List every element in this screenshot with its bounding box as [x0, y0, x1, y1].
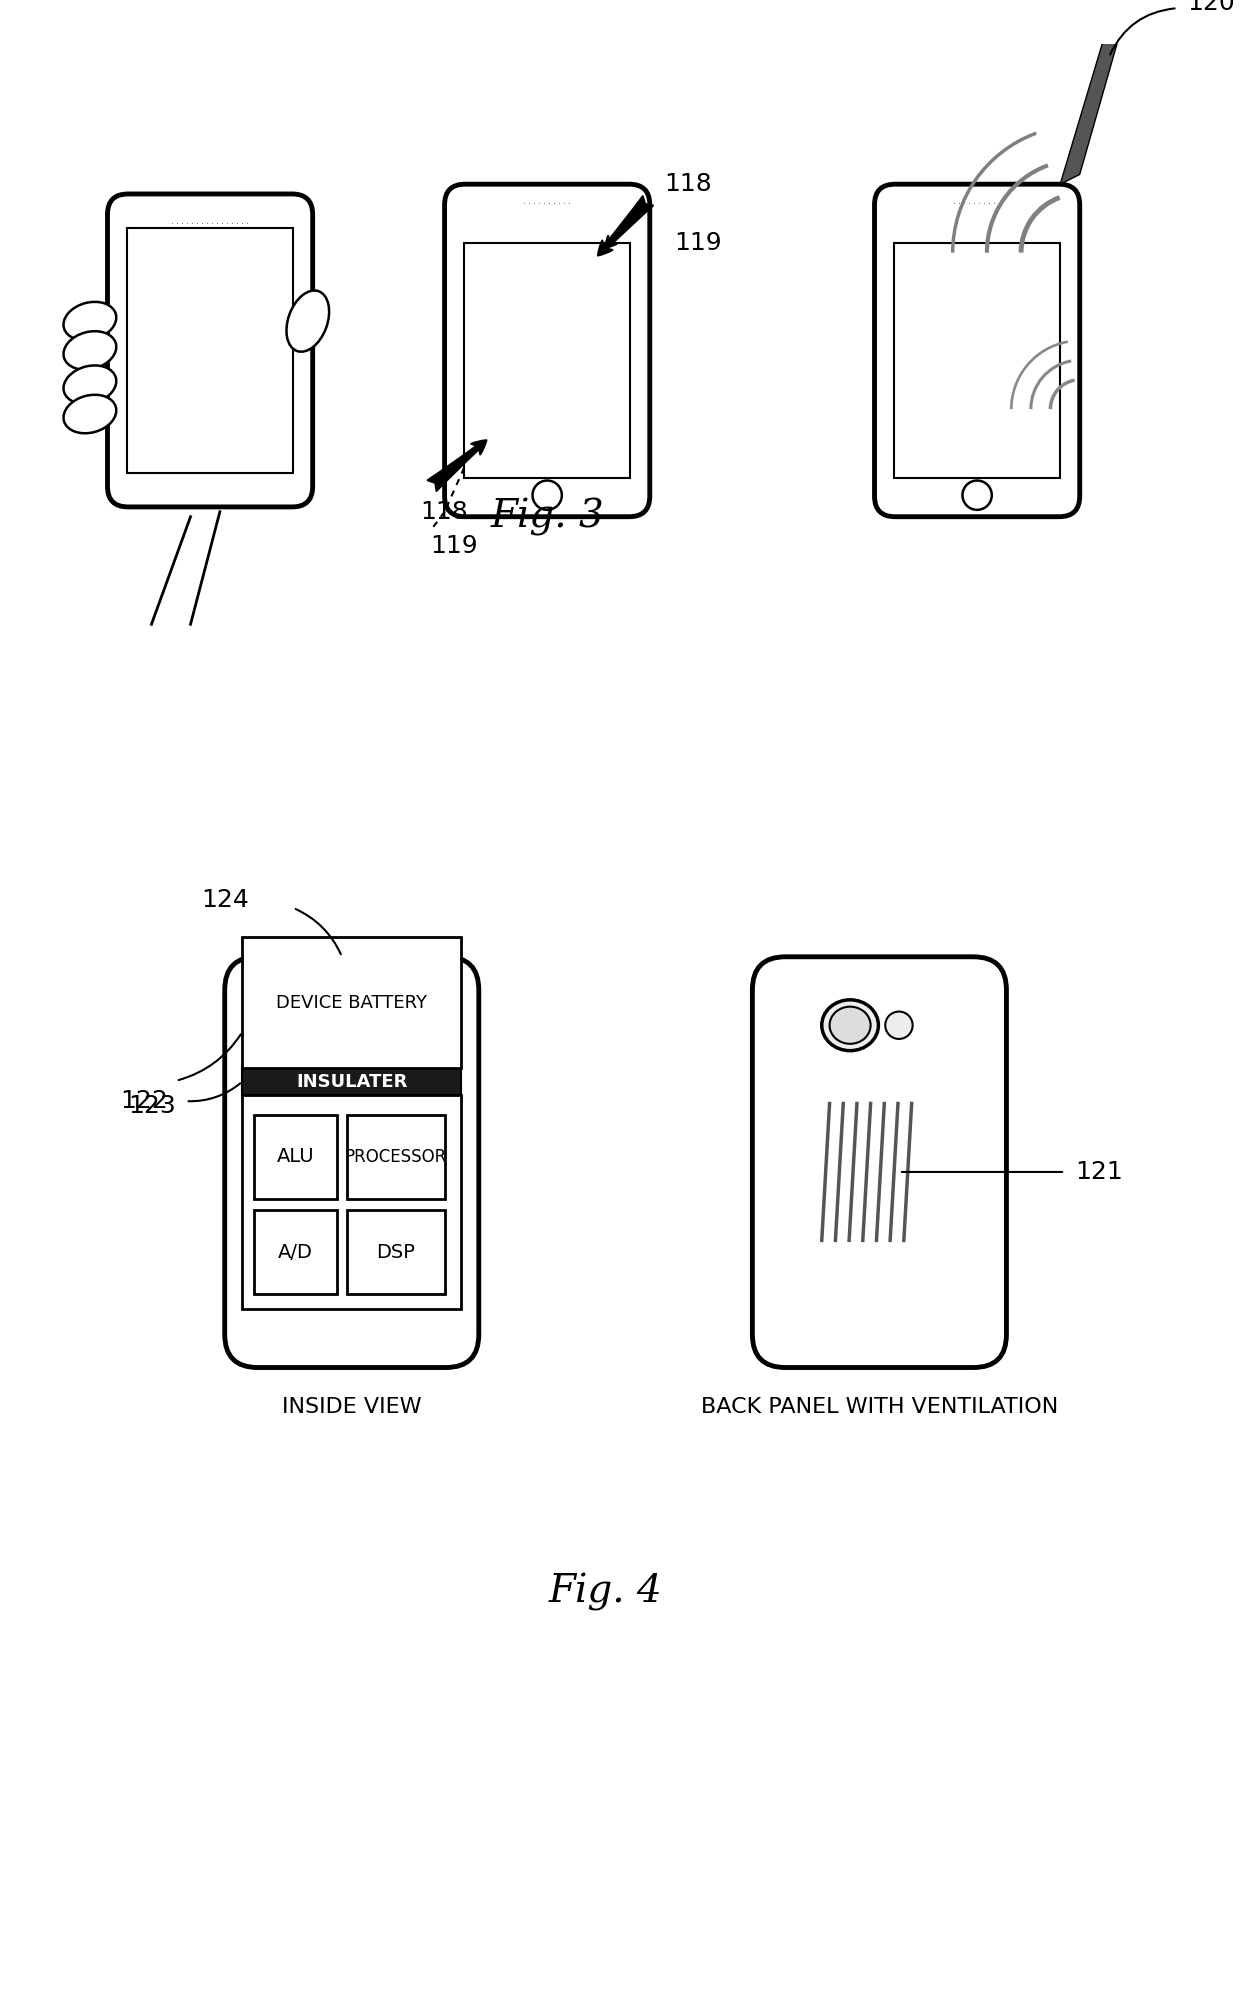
Text: ..........: .......... [952, 197, 1002, 205]
Ellipse shape [822, 1000, 878, 1051]
Bar [347, 1115, 445, 1200]
Bar [242, 1067, 461, 1095]
Circle shape [962, 481, 992, 509]
Text: Fig. 4: Fig. 4 [549, 1574, 662, 1612]
Bar [464, 244, 630, 477]
Bar [126, 227, 293, 473]
FancyBboxPatch shape [874, 185, 1080, 517]
Text: 122: 122 [120, 1089, 169, 1113]
Ellipse shape [63, 302, 117, 340]
FancyBboxPatch shape [753, 956, 1007, 1367]
Bar [242, 938, 461, 1067]
Ellipse shape [830, 1006, 870, 1045]
Bar [347, 1210, 445, 1294]
FancyBboxPatch shape [445, 185, 650, 517]
Bar [242, 1095, 461, 1308]
Text: ................: ................ [170, 217, 250, 225]
Text: 118: 118 [420, 499, 467, 523]
Text: A/D: A/D [278, 1242, 312, 1262]
Text: BACK PANEL WITH VENTILATION: BACK PANEL WITH VENTILATION [701, 1397, 1058, 1417]
Bar [894, 244, 1060, 477]
Ellipse shape [63, 332, 117, 370]
Ellipse shape [63, 395, 117, 433]
Text: 118: 118 [665, 173, 712, 195]
Circle shape [885, 1013, 913, 1039]
Text: DEVICE BATTERY: DEVICE BATTERY [277, 994, 428, 1013]
Bar [254, 1115, 337, 1200]
Ellipse shape [286, 290, 329, 352]
Text: PROCESSOR: PROCESSOR [345, 1147, 446, 1166]
FancyBboxPatch shape [224, 956, 479, 1367]
Text: INSULATER: INSULATER [296, 1073, 408, 1091]
Ellipse shape [63, 366, 117, 405]
Text: INSIDE VIEW: INSIDE VIEW [281, 1397, 422, 1417]
Text: 121: 121 [1075, 1159, 1122, 1184]
FancyBboxPatch shape [108, 193, 312, 507]
Polygon shape [1060, 0, 1138, 185]
Bar [254, 1210, 337, 1294]
Text: 120: 120 [1187, 0, 1235, 16]
Text: 123: 123 [128, 1093, 176, 1117]
Text: 119: 119 [430, 533, 477, 558]
Text: Fig. 3: Fig. 3 [490, 497, 604, 535]
Text: 124: 124 [201, 888, 249, 912]
Text: DSP: DSP [376, 1242, 415, 1262]
Text: 119: 119 [675, 231, 722, 256]
Text: ..........: .......... [522, 197, 572, 205]
Circle shape [532, 481, 562, 509]
Text: ALU: ALU [277, 1147, 315, 1166]
